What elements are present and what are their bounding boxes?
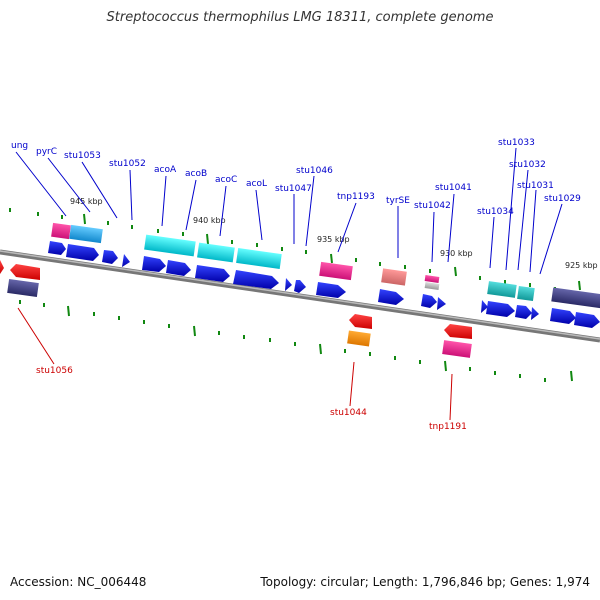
feature-box (144, 234, 196, 257)
gene-label: stu1044 (330, 408, 367, 418)
gene-label: pyrC (36, 147, 57, 157)
inner-tick-ring (19, 300, 573, 382)
genome-backbone (0, 249, 600, 343)
scale-label: 940 kbp (193, 216, 226, 225)
gene-label: stu1042 (414, 201, 451, 211)
genome-summary-text: Topology: circular; Length: 1,796,846 bp… (260, 575, 590, 589)
gene-arrow (10, 264, 40, 280)
gene-arrow (421, 294, 437, 308)
outer-tick-ring (9, 208, 581, 291)
gene-arrow (486, 301, 515, 317)
scale-label: 945 kbp (70, 197, 103, 206)
gene-label: stu1033 (498, 138, 535, 148)
leader-lines-bottom (17, 307, 453, 421)
gene-label: stu1034 (477, 207, 514, 217)
gene-label: tnp1193 (337, 192, 375, 202)
feature-box (236, 248, 282, 269)
gene-labels-bottom: stu1056 stu1044 tnp1191 (36, 366, 467, 432)
gene-arrow (550, 308, 576, 324)
feature-box (51, 222, 71, 240)
gene-arrow (122, 254, 130, 267)
gene-arrow (195, 265, 230, 282)
gene-label: stu1047 (275, 184, 312, 194)
feature-box (7, 278, 39, 298)
gene-labels-top: ung pyrC stu1053 stu1052 acoA acoB acoC … (11, 138, 581, 217)
gene-label: acoB (185, 169, 207, 179)
forward-genes (48, 241, 600, 328)
scale-label: 925 kbp (565, 261, 598, 270)
gene-label: acoL (246, 179, 267, 189)
accession-text: Accession: NC_006448 (10, 575, 147, 589)
gene-arrow (294, 280, 306, 293)
feature-box (381, 268, 407, 286)
gene-arrow (48, 241, 66, 255)
gene-label: stu1046 (296, 166, 333, 176)
leader-lines (15, 147, 563, 275)
feature-box (442, 340, 472, 358)
gene-arrow (166, 260, 191, 276)
gene-label: tnp1191 (429, 422, 467, 432)
gene-arrow (574, 312, 600, 328)
feature-box (69, 224, 103, 244)
gene-label: stu1029 (544, 194, 581, 204)
gene-label: stu1052 (109, 159, 146, 169)
gene-arrow (515, 305, 532, 319)
gene-arrow (481, 300, 488, 313)
outer-feature-row (51, 222, 600, 309)
gene-arrow (437, 297, 446, 310)
gene-label: stu1056 (36, 366, 73, 376)
scale-label: 935 kbp (317, 235, 350, 244)
gene-arrow (0, 260, 4, 274)
scale-labels: 945 kbp 940 kbp 935 kbp 930 kbp 925 kbp (70, 197, 598, 270)
gene-label: stu1053 (64, 151, 101, 161)
feature-box (197, 242, 235, 263)
gene-arrow (142, 256, 166, 272)
gene-arrow (444, 324, 472, 339)
gene-label: stu1041 (435, 183, 472, 193)
gene-arrow (66, 244, 99, 261)
gene-label: stu1031 (517, 181, 554, 191)
scale-label: 930 kbp (440, 249, 473, 258)
reverse-genes (0, 260, 472, 358)
feature-box (347, 330, 371, 347)
gene-arrow (531, 307, 539, 320)
gene-arrow (285, 278, 292, 291)
feature-box (424, 275, 440, 283)
feature-box (517, 285, 535, 302)
feature-box (487, 281, 517, 298)
gene-label: stu1032 (509, 160, 546, 170)
gene-label: acoC (215, 175, 237, 185)
gene-arrow (378, 289, 404, 305)
gene-arrow (316, 282, 346, 298)
feature-box (424, 282, 440, 290)
gene-arrow (349, 314, 372, 329)
gene-arrow (102, 250, 118, 264)
feature-box (319, 261, 353, 281)
gene-arrow (233, 270, 279, 289)
feature-box (551, 287, 600, 309)
gene-label: ung (11, 141, 28, 151)
gene-label: tyrSE (386, 196, 410, 206)
gene-label: acoA (154, 165, 177, 175)
map-title: Streptococcus thermophilus LMG 18311, co… (106, 10, 494, 25)
